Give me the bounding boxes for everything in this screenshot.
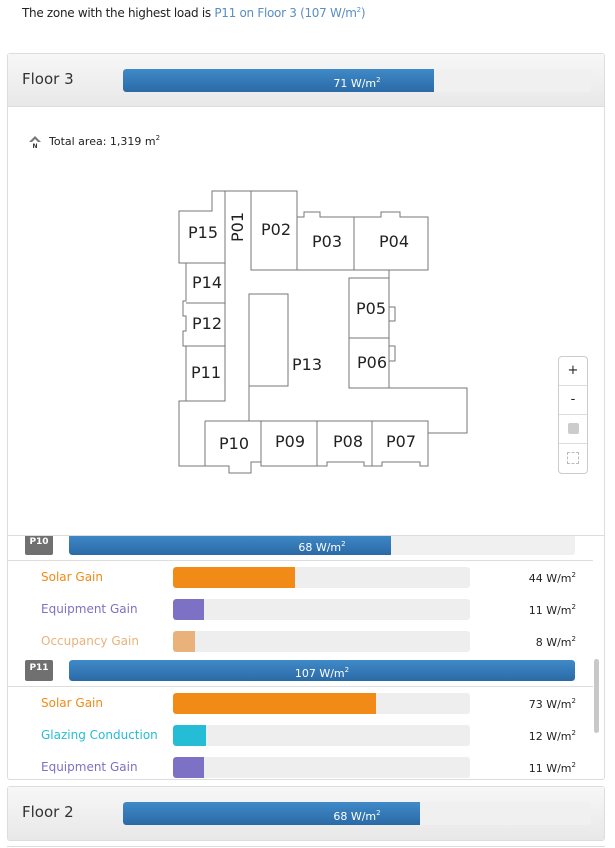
gain-bar [173, 567, 470, 588]
summary-zone: P11 [214, 6, 236, 20]
divider [8, 686, 593, 687]
map-zoom-controls: + - [558, 356, 588, 474]
zone-label-p13[interactable]: P13 [292, 355, 322, 374]
zone-badge[interactable]: P10 [25, 536, 53, 555]
gain-value: 12 W/m2 [528, 729, 576, 743]
next-panel-edge [7, 846, 605, 847]
zone-label-p04[interactable]: P04 [379, 232, 409, 251]
fill-toggle-icon [567, 423, 579, 434]
zone-load-bar[interactable]: 68 W/m2 [69, 536, 575, 555]
zoom-out-button[interactable]: - [559, 386, 587, 415]
bar-label: 107 W/m2 [294, 666, 350, 680]
bar-fill [173, 693, 376, 714]
bar-fill [173, 757, 204, 778]
divider [8, 560, 593, 561]
plan-walls [178, 190, 468, 474]
floor-plan: P01 P02 P03 P04 P05 P06 P07 P08 P09 P10 P11 P12 P13 P… [178, 190, 468, 474]
gain-label: Equipment Gain [41, 760, 138, 774]
zone-label-p09[interactable]: P09 [275, 432, 305, 451]
zone-label-p03[interactable]: P03 [312, 232, 342, 251]
fill-toggle-button[interactable] [559, 415, 587, 444]
floor-3-header[interactable]: Floor 3 71 W/m2 [8, 54, 604, 107]
total-area: Total area: 1,319 m2 [49, 134, 161, 148]
gain-bar [173, 693, 470, 714]
gain-value: 11 W/m2 [528, 603, 576, 617]
summary-on: on [235, 6, 258, 20]
floor-2-panel: Floor 2 68 W/m2 [7, 786, 605, 841]
bar-fill [173, 631, 196, 652]
bar-fill [173, 567, 296, 588]
gain-bar [173, 631, 470, 652]
north-arrow-icon: N [29, 136, 41, 149]
highest-load-summary: The zone with the highest load is P11 on… [22, 6, 366, 20]
gain-label: Glazing Conduction [41, 728, 158, 742]
gain-label: Solar Gain [41, 696, 103, 710]
zone-label-p07[interactable]: P07 [386, 432, 416, 451]
gain-value: 44 W/m2 [528, 571, 576, 585]
gain-bar [173, 757, 470, 778]
bar-fill [123, 69, 434, 92]
floor-2-header[interactable]: Floor 2 68 W/m2 [8, 787, 604, 840]
zone-label-p08[interactable]: P08 [333, 432, 363, 451]
bar-label: 68 W/m2 [333, 809, 381, 823]
zone-label-p02[interactable]: P02 [261, 220, 291, 239]
floor-title: Floor 2 [22, 803, 74, 821]
outline-toggle-icon [567, 451, 579, 464]
floor-load-bar: 71 W/m2 [123, 69, 591, 92]
bar-fill [173, 725, 207, 746]
gain-label: Equipment Gain [41, 602, 138, 616]
gain-bar [173, 725, 470, 746]
floor-3-panel: Floor 3 71 W/m2 N Total area: 1,319 m2 P… [7, 53, 605, 780]
zone-label-p11[interactable]: P11 [191, 363, 221, 382]
floor-load-bar: 68 W/m2 [123, 802, 591, 825]
floor-title: Floor 3 [22, 70, 74, 88]
zone-badge[interactable]: P11 [25, 660, 53, 681]
scrollbar[interactable] [594, 659, 599, 733]
summary-value: (107 W/m2) [300, 6, 366, 20]
bar-fill [69, 536, 391, 555]
bar-label: 71 W/m2 [333, 76, 381, 90]
zone-list[interactable]: P10 68 W/m2 Solar Gain 44 W/m2 Equipment … [8, 535, 604, 779]
gain-value: 11 W/m2 [528, 761, 576, 775]
summary-text: The zone with the highest load is [22, 6, 215, 20]
zoom-in-button[interactable]: + [559, 357, 587, 386]
zone-label-p12[interactable]: P12 [192, 314, 222, 333]
gain-label: Occupancy Gain [41, 634, 139, 648]
gain-bar [173, 599, 470, 620]
bar-label: 68 W/m2 [298, 540, 346, 554]
zone-load-bar[interactable]: 107 W/m2 [69, 660, 575, 681]
gain-value: 73 W/m2 [528, 697, 576, 711]
svg-text:N: N [32, 143, 37, 149]
gain-value: 8 W/m2 [535, 635, 576, 649]
bar-fill [173, 599, 204, 620]
summary-floor: Floor 3 [257, 6, 297, 20]
outline-toggle-button[interactable] [559, 444, 587, 473]
zone-label-p14[interactable]: P14 [192, 273, 222, 292]
zone-label-p05[interactable]: P05 [356, 299, 386, 318]
zone-label-p10[interactable]: P10 [219, 434, 249, 453]
zone-label-p06[interactable]: P06 [357, 353, 387, 372]
bar-fill [123, 802, 421, 825]
gain-label: Solar Gain [41, 570, 103, 584]
bar-fill [69, 660, 575, 681]
zone-label-p01[interactable]: P01 [228, 212, 247, 242]
zone-label-p15[interactable]: P15 [188, 223, 218, 242]
